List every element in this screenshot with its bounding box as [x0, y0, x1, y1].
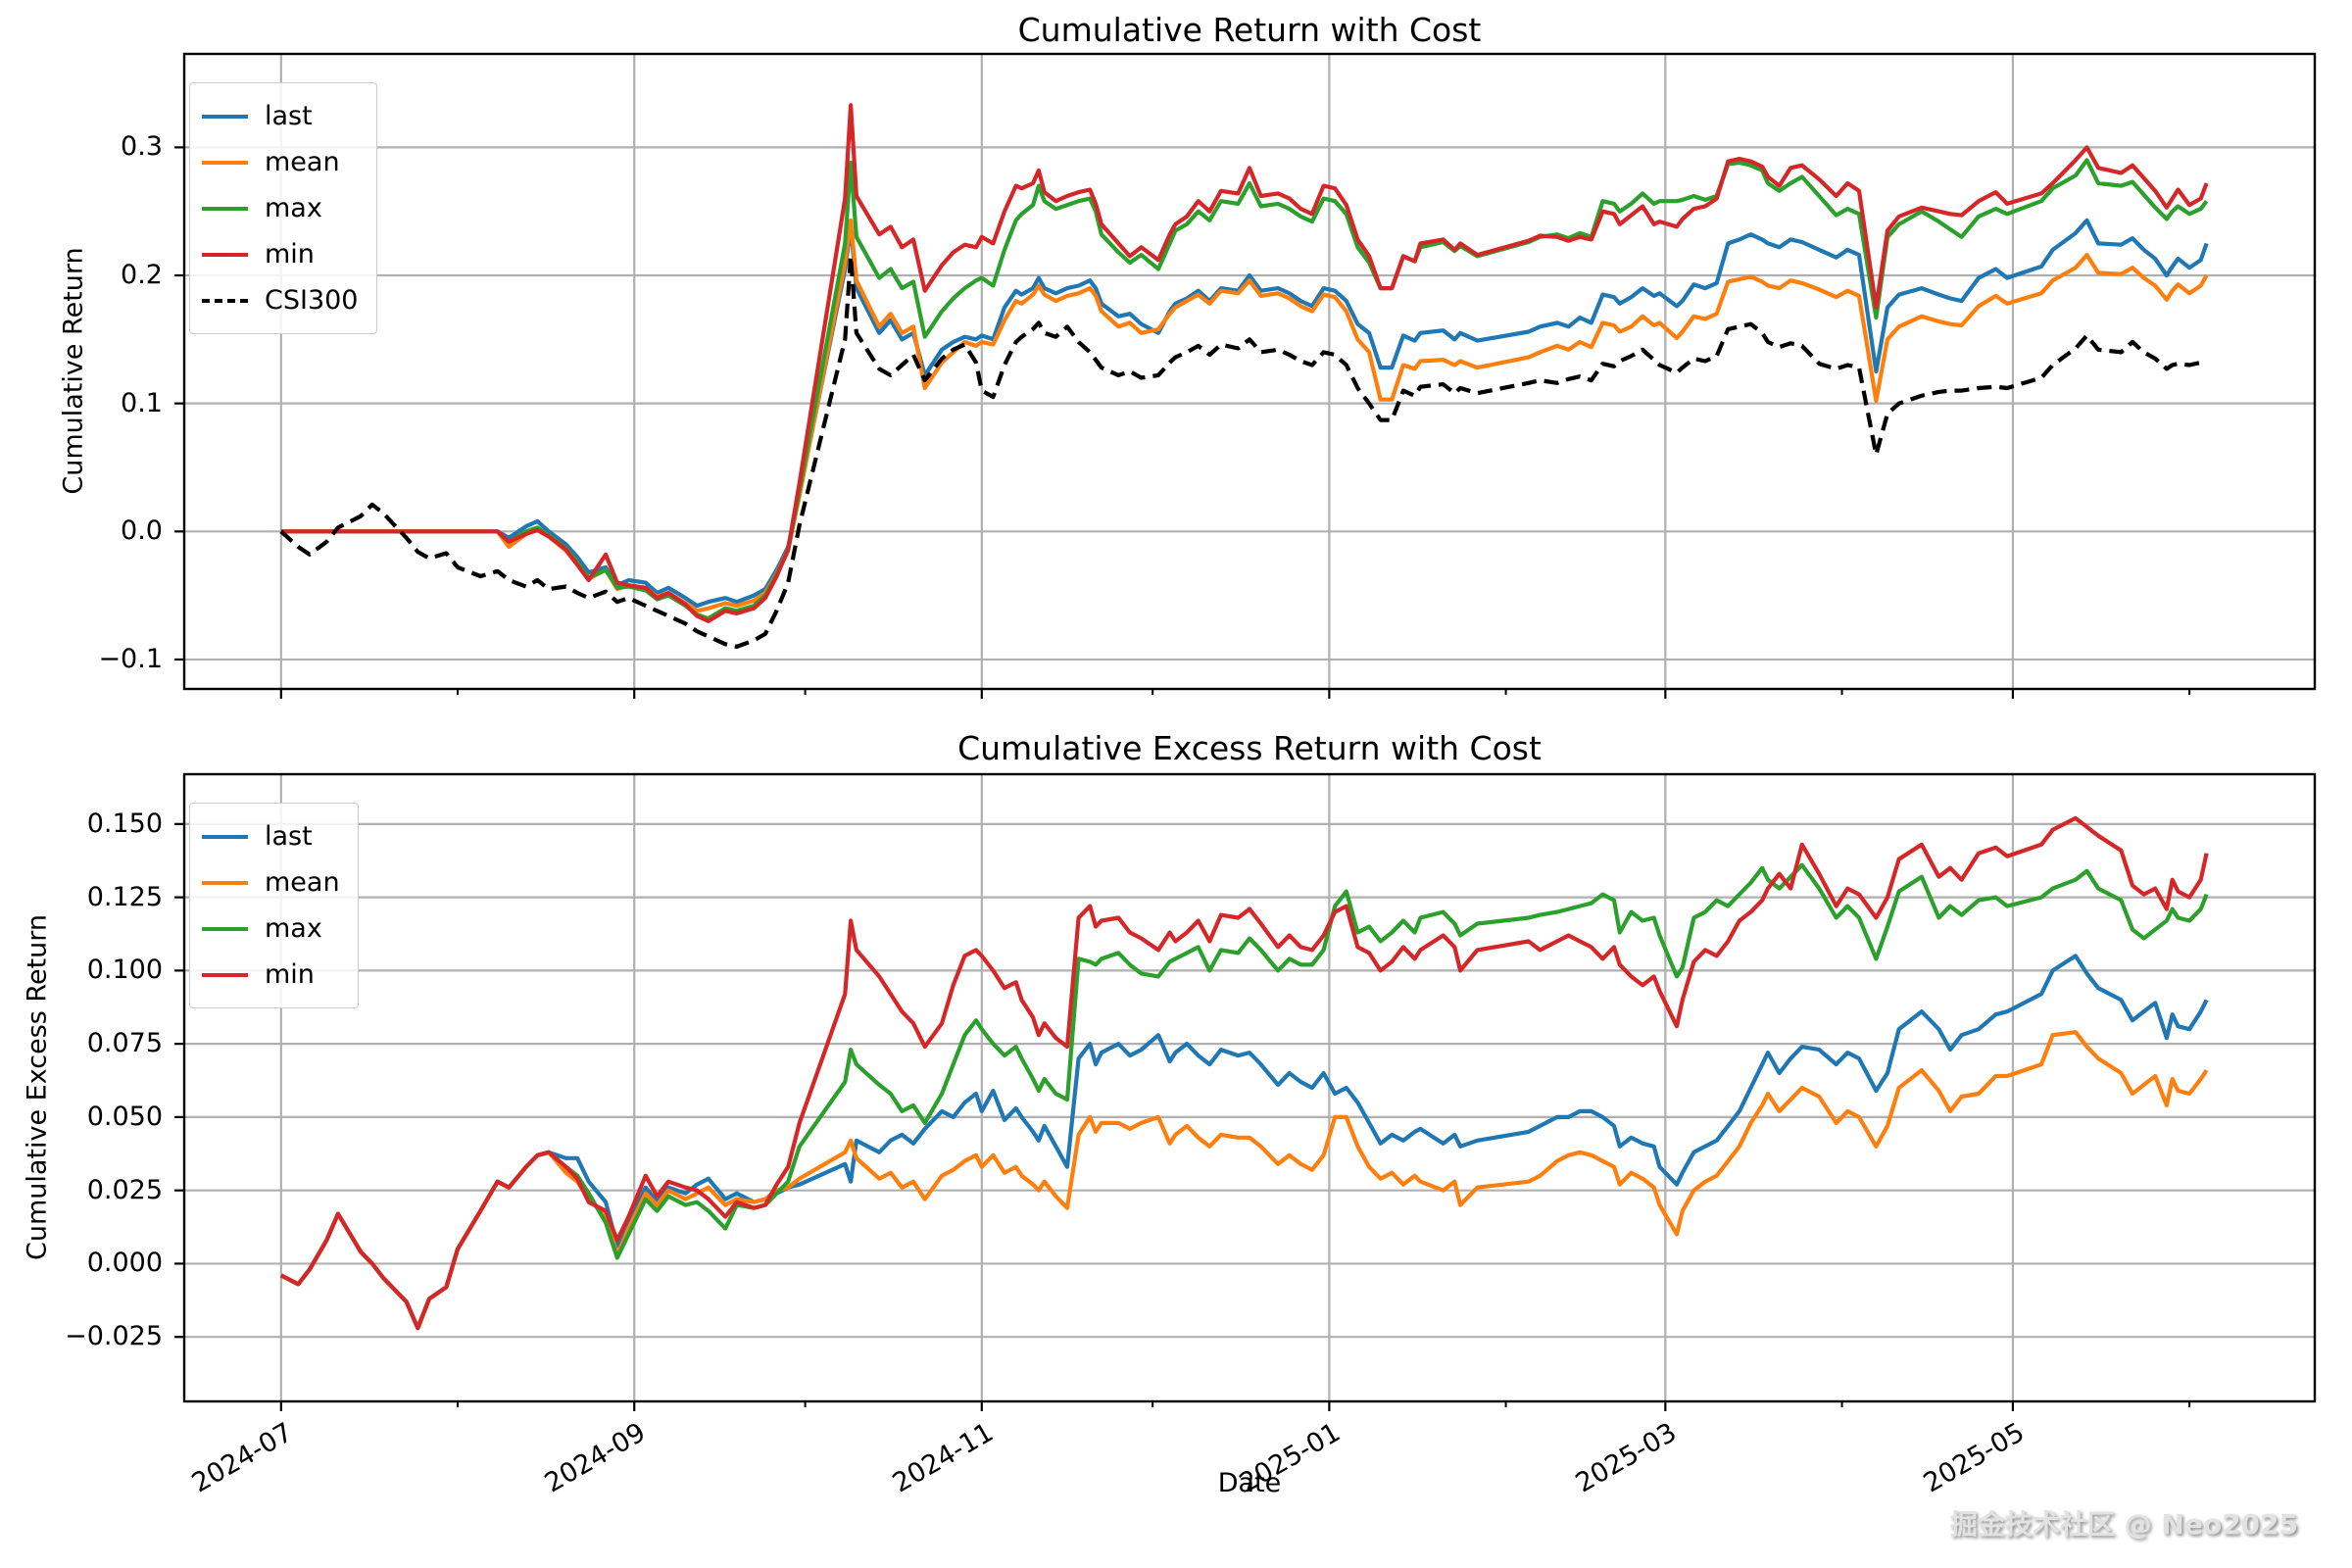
legend-item-max: max — [202, 906, 340, 952]
axes-spines — [182, 52, 2317, 691]
legend-line-swatch — [202, 834, 248, 839]
legend-label: max — [265, 913, 322, 944]
legend-item-max: max — [202, 185, 359, 231]
legend-item-mean: mean — [202, 139, 359, 185]
legend-label: CSI300 — [265, 285, 359, 316]
y-tick-label: 0.075 — [86, 1028, 163, 1059]
legend-item-min: min — [202, 231, 359, 277]
legend-item-mean: mean — [202, 859, 340, 906]
legend-item-last: last — [202, 93, 359, 139]
x-axis-label: Date — [1217, 1468, 1282, 1498]
top-chart-title: Cumulative Return with Cost — [1017, 11, 1482, 49]
y-tick-label: 0.2 — [121, 260, 163, 291]
series-line-min — [280, 103, 2209, 623]
y-tick-label: −0.025 — [65, 1321, 163, 1352]
legend-line-swatch — [202, 298, 248, 303]
legend-label: last — [265, 101, 313, 131]
legend-line-swatch — [202, 252, 248, 257]
y-tick-label: 0.0 — [121, 515, 163, 547]
chart-canvas — [174, 52, 2317, 699]
legend-label: max — [265, 193, 322, 223]
legend-item-last: last — [202, 813, 340, 859]
y-tick-label: 0.050 — [86, 1101, 163, 1132]
bottom-chart-plot-area — [174, 772, 2317, 1411]
legend-line-swatch — [202, 880, 248, 885]
series-line-last — [280, 218, 2209, 609]
legend-line-swatch — [202, 926, 248, 931]
bottom-chart-title: Cumulative Excess Return with Cost — [957, 729, 1542, 767]
legend-label: mean — [265, 147, 340, 177]
legend-line-swatch — [202, 114, 248, 119]
top-chart-legend: last mean max min CSI300 — [189, 82, 377, 334]
series-line-CSI300 — [279, 254, 2208, 650]
bottom-chart-legend: last mean max min — [189, 803, 359, 1008]
y-tick-label: 0.100 — [86, 955, 163, 986]
legend-item-CSI300: CSI300 — [202, 277, 359, 323]
bottom-y-axis-label: Cumulative Excess Return — [22, 913, 53, 1261]
series-line-last — [279, 954, 2209, 1331]
y-tick-label: 0.025 — [86, 1174, 163, 1205]
legend-label: min — [265, 239, 315, 270]
legend-label: mean — [265, 867, 340, 898]
series-line-max — [280, 158, 2209, 621]
legend-line-swatch — [202, 972, 248, 977]
series-line-mean — [279, 1030, 2209, 1331]
axes-spines — [182, 772, 2317, 1403]
watermark: 掘金技术社区 @ Neo2025 — [1949, 1508, 2298, 1541]
top-chart-plot-area — [174, 52, 2317, 699]
legend-line-swatch — [202, 206, 248, 211]
series-line-max — [279, 862, 2209, 1331]
y-tick-label: 0.150 — [86, 808, 163, 839]
y-tick-label: 0.125 — [86, 881, 163, 912]
legend-line-swatch — [202, 160, 248, 165]
y-tick-label: −0.1 — [98, 643, 163, 674]
chart-canvas — [174, 772, 2317, 1411]
y-tick-label: 0.3 — [121, 131, 163, 163]
legend-label: min — [265, 959, 315, 990]
series-line-min — [279, 815, 2209, 1331]
y-tick-label: 0.000 — [86, 1248, 163, 1279]
legend-label: last — [265, 821, 313, 852]
legend-item-min: min — [202, 952, 340, 998]
y-tick-label: 0.1 — [121, 387, 163, 418]
